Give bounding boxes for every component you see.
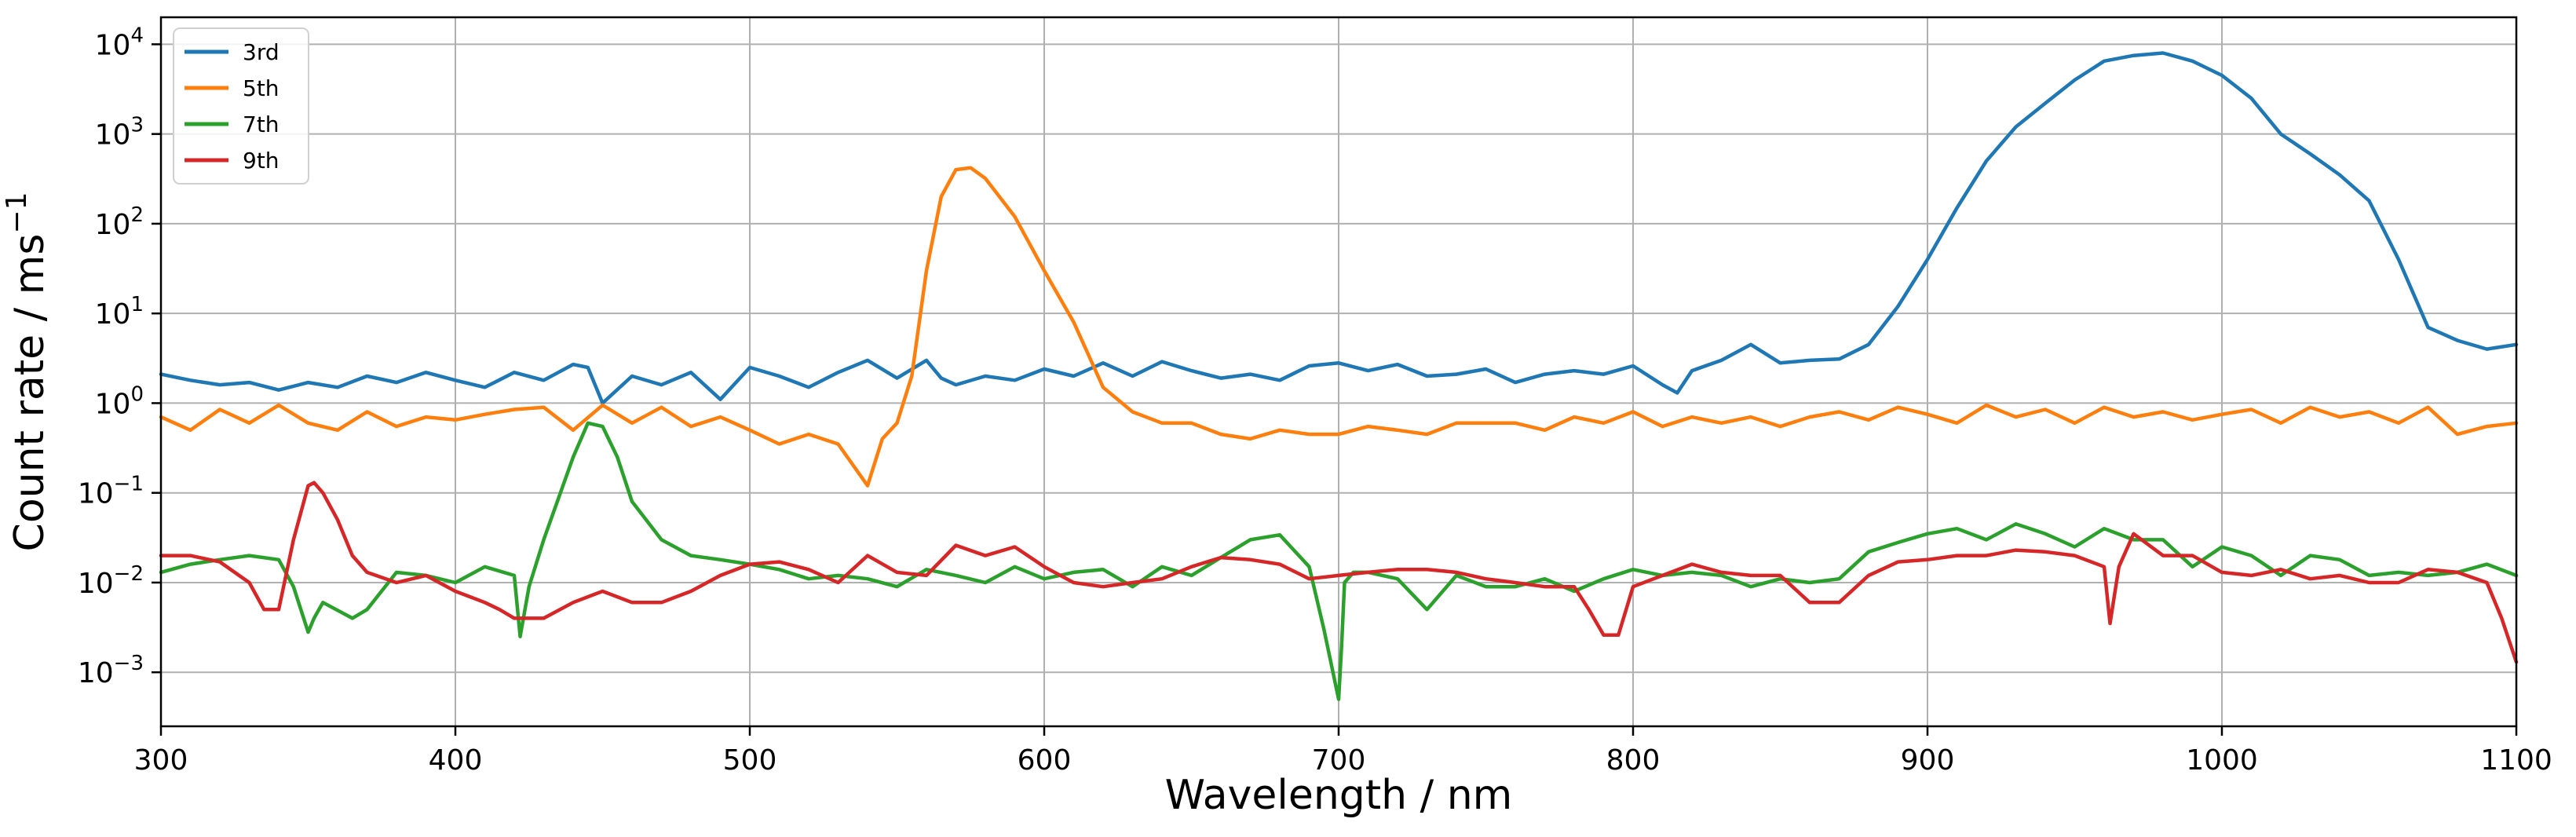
x-tick-label: 500 (723, 744, 777, 777)
y-axis-title: Count rate / ms−1 (1, 192, 53, 552)
plot-frame (159, 16, 2518, 728)
y-tick-exponent: 1 (130, 293, 144, 316)
x-tick-label: 1100 (2480, 744, 2552, 777)
x-tick-label: 800 (1606, 744, 1661, 777)
y-tick-label: 10−1 (78, 473, 144, 510)
y-tick-exponent: 0 (130, 382, 144, 406)
x-tick-label: 900 (1901, 744, 1955, 777)
y-tick-base: 10 (95, 388, 131, 420)
y-axis-title-text: Count rate / ms (6, 234, 53, 552)
y-tick-label: 100 (95, 382, 144, 420)
y-tick-exponent: 3 (130, 114, 144, 137)
y-tick-base: 10 (95, 209, 131, 241)
tick-labels: 300 400 500 600 700 800 900 1000 110010−310−210−… (78, 24, 2552, 777)
y-tick-label: 104 (95, 24, 144, 61)
legend-label: 9th (243, 148, 280, 174)
legend-label: 3rd (243, 39, 280, 65)
series-line-5th (159, 166, 2519, 488)
y-tick-label: 10−3 (78, 652, 144, 689)
series-line-3rd (159, 51, 2519, 405)
y-tick-label: 10−2 (78, 562, 144, 600)
x-tick-label: 700 (1312, 744, 1366, 777)
x-axis-title: Wavelength / nm (1165, 772, 1513, 819)
x-tick-label: 400 (429, 744, 483, 777)
y-tick-label: 103 (95, 114, 144, 152)
legend-label: 7th (243, 111, 280, 137)
grid (160, 17, 2517, 726)
y-tick-label: 101 (95, 293, 144, 331)
series-lines (159, 51, 2519, 701)
y-tick-base: 10 (95, 29, 131, 61)
y-tick-base: 10 (78, 478, 114, 510)
y-tick-exponent: −2 (114, 562, 144, 586)
y-tick-exponent: 2 (130, 203, 144, 227)
y-tick-exponent: −3 (114, 652, 144, 675)
x-tick-label: 600 (1018, 744, 1072, 777)
axes (152, 16, 2518, 736)
x-tick-label: 1000 (2186, 744, 2258, 777)
legend: 3rd 5th 7th 9th (173, 27, 309, 185)
y-tick-label: 102 (95, 203, 144, 241)
legend-box (173, 27, 309, 185)
series-line-9th (159, 481, 2519, 664)
x-tick-label: 300 (134, 744, 188, 777)
y-tick-base: 10 (78, 568, 114, 600)
legend-label: 5th (243, 75, 280, 101)
y-axis-title-superscript: −1 (1, 192, 33, 234)
series-line-7th (159, 421, 2519, 701)
y-tick-exponent: −1 (114, 473, 144, 496)
y-tick-base: 10 (95, 298, 131, 331)
y-tick-base: 10 (78, 657, 114, 689)
y-tick-exponent: 4 (130, 24, 144, 47)
y-tick-base: 10 (95, 119, 131, 152)
